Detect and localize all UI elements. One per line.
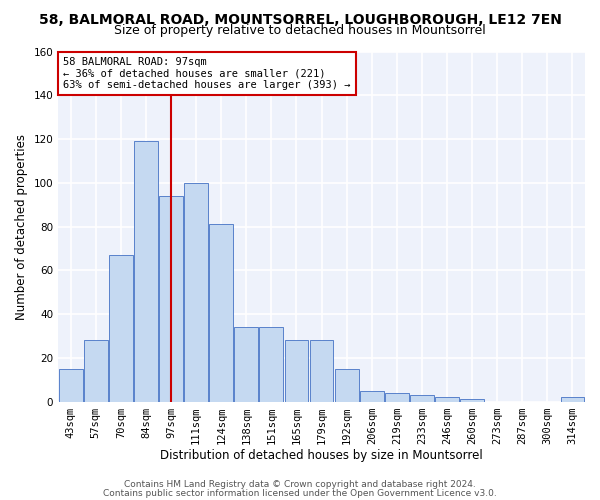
X-axis label: Distribution of detached houses by size in Mountsorrel: Distribution of detached houses by size … — [160, 450, 483, 462]
Bar — [335, 369, 359, 402]
Text: 58 BALMORAL ROAD: 97sqm
← 36% of detached houses are smaller (221)
63% of semi-d: 58 BALMORAL ROAD: 97sqm ← 36% of detache… — [64, 57, 351, 90]
Bar — [284, 340, 308, 402]
Bar — [360, 390, 383, 402]
Text: 58, BALMORAL ROAD, MOUNTSORREL, LOUGHBOROUGH, LE12 7EN: 58, BALMORAL ROAD, MOUNTSORREL, LOUGHBOR… — [38, 12, 562, 26]
Bar — [209, 224, 233, 402]
Bar — [410, 395, 434, 402]
Bar — [184, 183, 208, 402]
Y-axis label: Number of detached properties: Number of detached properties — [15, 134, 28, 320]
Bar — [134, 141, 158, 402]
Bar — [310, 340, 334, 402]
Bar — [159, 196, 183, 402]
Bar — [385, 393, 409, 402]
Bar — [259, 327, 283, 402]
Bar — [435, 397, 459, 402]
Bar — [235, 327, 258, 402]
Text: Contains public sector information licensed under the Open Government Licence v3: Contains public sector information licen… — [103, 488, 497, 498]
Text: Size of property relative to detached houses in Mountsorrel: Size of property relative to detached ho… — [114, 24, 486, 37]
Bar — [109, 255, 133, 402]
Bar — [460, 400, 484, 402]
Text: Contains HM Land Registry data © Crown copyright and database right 2024.: Contains HM Land Registry data © Crown c… — [124, 480, 476, 489]
Bar — [560, 397, 584, 402]
Bar — [84, 340, 108, 402]
Bar — [59, 369, 83, 402]
